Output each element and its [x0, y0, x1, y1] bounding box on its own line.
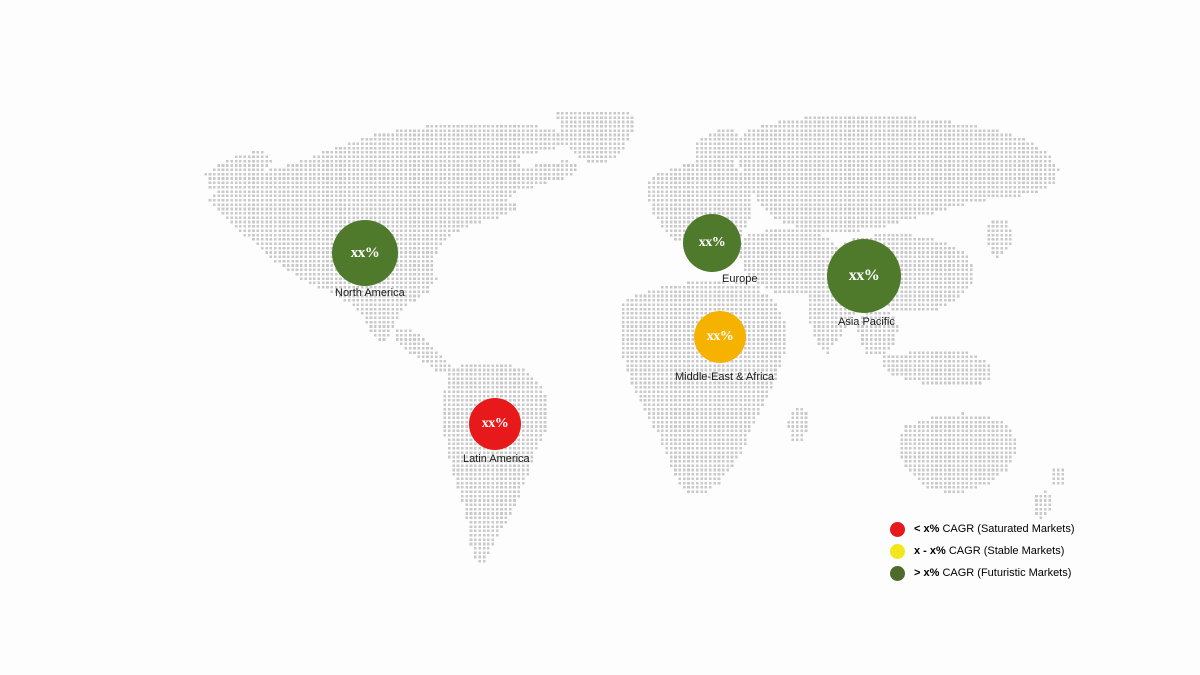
region-label-middle-east-africa: Middle-East & Africa: [675, 371, 775, 383]
region-label-europe: Europe: [722, 273, 758, 285]
legend: < x% CAGR (Saturated Markets) x - x% CAGR…: [890, 518, 1090, 584]
region-value-north-america: xx%: [350, 244, 380, 261]
region-value-latin-america: xx%: [481, 416, 509, 431]
legend-stable-text: x - x% CAGR (Stable Markets): [914, 545, 1064, 557]
region-bubble-asia-pacific[interactable]: xx%: [827, 239, 901, 313]
region-bubble-north-america[interactable]: xx%: [332, 220, 398, 286]
legend-stable[interactable]: x - x% CAGR (Stable Markets): [890, 540, 1090, 562]
region-value-europe: xx%: [698, 235, 726, 250]
region-bubble-middle-east-africa[interactable]: xx%: [694, 311, 746, 363]
legend-saturated-text: < x% CAGR (Saturated Markets): [914, 523, 1074, 535]
region-bubble-europe[interactable]: xx%: [683, 214, 741, 272]
region-label-latin-america: Latin America: [463, 453, 530, 465]
legend-futuristic-text: > x% CAGR (Futuristic Markets): [914, 567, 1071, 579]
legend-futuristic-swatch-icon: [890, 565, 905, 581]
legend-saturated-threshold: < x%: [914, 523, 940, 535]
legend-futuristic-threshold: > x%: [914, 567, 940, 579]
legend-futuristic-description: CAGR (Futuristic Markets): [939, 567, 1072, 579]
legend-stable-swatch-icon: [890, 543, 905, 559]
legend-stable-description: CAGR (Stable Markets): [945, 545, 1065, 557]
legend-saturated-swatch-icon: [890, 521, 905, 537]
region-value-asia-pacific: xx%: [848, 267, 880, 284]
legend-saturated[interactable]: < x% CAGR (Saturated Markets): [890, 518, 1090, 540]
region-label-north-america: North America: [335, 287, 405, 299]
legend-saturated-description: CAGR (Saturated Markets): [939, 523, 1075, 535]
legend-stable-threshold: x - x%: [914, 545, 946, 557]
region-value-middle-east-africa: xx%: [706, 329, 734, 344]
legend-futuristic[interactable]: > x% CAGR (Futuristic Markets): [890, 562, 1090, 584]
region-bubble-latin-america[interactable]: xx%: [469, 398, 521, 450]
region-label-asia-pacific: Asia Pacific: [838, 316, 895, 328]
